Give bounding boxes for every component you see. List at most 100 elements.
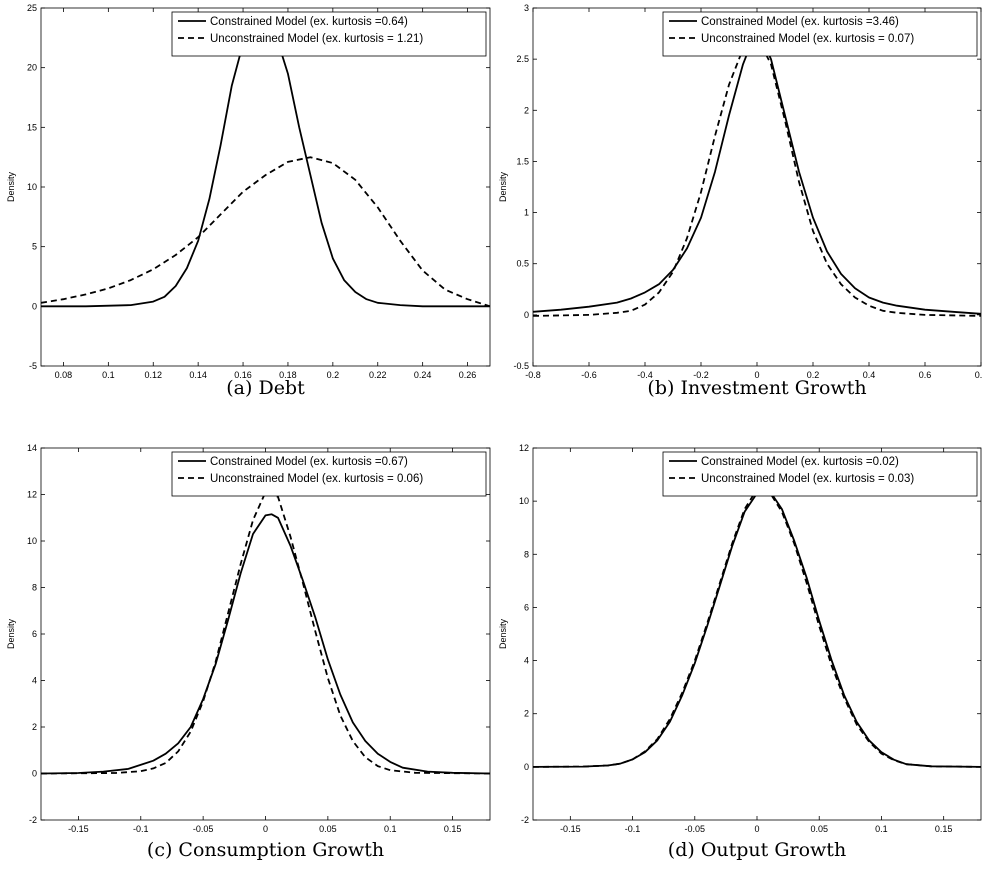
x-tick-label: -0.05 xyxy=(685,824,706,834)
x-tick-label: -0.6 xyxy=(581,370,597,380)
legend-entry-label: Unconstrained Model (ex. kurtosis = 0.06… xyxy=(210,473,423,485)
panel-b: -0.8 -0.6 -0.4 -0.2 0 0.2 0.4 0.6 0.8 -0.5 0 0.5 1 1.… xyxy=(498,3,982,399)
panel-caption: (d) Output Growth xyxy=(668,839,846,861)
legend-box xyxy=(662,451,978,497)
x-tick-label: 0.16 xyxy=(234,370,252,380)
x-tick-label: 0.2 xyxy=(327,370,340,380)
legend-box xyxy=(662,11,978,57)
y-tick-label: 10 xyxy=(27,536,37,546)
x-tick-label: -0.15 xyxy=(560,824,581,834)
constrained-series-line xyxy=(533,489,981,768)
y-tick-label: 3 xyxy=(524,3,529,13)
y-tick-label: 14 xyxy=(27,443,37,453)
x-tick-label: 0.05 xyxy=(810,824,828,834)
y-tick-label: 10 xyxy=(27,182,37,192)
y-tick-label: 2 xyxy=(524,709,529,719)
y-tick-label: 1.5 xyxy=(516,156,529,166)
y-tick-label: 0 xyxy=(32,769,37,779)
y-tick-label: 4 xyxy=(32,676,37,686)
y-tick-label: 12 xyxy=(519,443,529,453)
unconstrained-series-line xyxy=(41,491,490,775)
legend-box xyxy=(171,451,487,497)
panel-a: 0.08 0.1 0.12 0.14 0.16 0.18 0.2 0.22 0.24 0.26 -5… xyxy=(6,3,491,399)
y-axis-label: Density xyxy=(6,171,16,202)
x-tick-label: -0.2 xyxy=(693,370,709,380)
legend-entry-label: Unconstrained Model (ex. kurtosis = 1.21… xyxy=(210,33,423,45)
legend-entry-label: Constrained Model (ex. kurtosis =3.46) xyxy=(701,16,899,28)
unconstrained-series-line xyxy=(41,156,490,308)
y-tick-label: 15 xyxy=(27,122,37,132)
x-tick-label: 0.15 xyxy=(935,824,953,834)
x-tick-label: -0.1 xyxy=(625,824,641,834)
y-tick-label: 4 xyxy=(524,656,529,666)
y-tick-label: 0 xyxy=(524,310,529,320)
legend-entry-label: Unconstrained Model (ex. kurtosis = 0.03… xyxy=(701,473,914,485)
y-tick-label: 0 xyxy=(524,762,529,772)
y-tick-label: 8 xyxy=(524,549,529,559)
y-axis-label: Density xyxy=(498,618,508,649)
constrained-series-line xyxy=(41,513,490,775)
y-tick-label: 2 xyxy=(32,722,37,732)
x-tick-label: 0.2 xyxy=(807,370,820,380)
panel-caption: (b) Investment Growth xyxy=(647,377,866,399)
x-tick-label: -0.4 xyxy=(637,370,653,380)
y-tick-label: 6 xyxy=(524,602,529,612)
panel-d: -0.15 -0.1 -0.05 0 0.05 0.1 0.15 -2 0 2 4 6 8 10 12 Den… xyxy=(498,443,982,861)
axes-frame xyxy=(40,447,491,821)
legend: Constrained Model (ex. kurtosis =3.46) Un… xyxy=(662,11,978,57)
axes-frame xyxy=(532,7,982,367)
x-tick-label: 0.1 xyxy=(875,824,888,834)
x-tick-label: 0.22 xyxy=(369,370,387,380)
y-tick-label: -5 xyxy=(29,361,37,371)
legend: Constrained Model (ex. kurtosis =0.64) Un… xyxy=(171,11,487,57)
legend-entry-label: Constrained Model (ex. kurtosis =0.67) xyxy=(210,456,408,468)
x-tick-label: 0.26 xyxy=(459,370,477,380)
x-tick-label: 0 xyxy=(263,824,268,834)
x-tick-label: 0.05 xyxy=(319,824,337,834)
y-tick-label: 8 xyxy=(32,583,37,593)
y-tick-label: 2.5 xyxy=(516,54,529,64)
constrained-series-line xyxy=(41,13,490,308)
x-tick-label: 0.12 xyxy=(144,370,162,380)
y-tick-label: 5 xyxy=(32,242,37,252)
y-tick-label: 10 xyxy=(519,496,529,506)
y-tick-label: 12 xyxy=(27,490,37,500)
x-tick-label: 0.8 xyxy=(975,370,982,380)
y-axis-label: Density xyxy=(498,171,508,202)
legend: Constrained Model (ex. kurtosis =0.67) Un… xyxy=(171,451,487,497)
x-tick-label: 0 xyxy=(754,370,759,380)
panel-caption: (c) Consumption Growth xyxy=(147,839,384,861)
y-tick-label: 0 xyxy=(32,301,37,311)
y-tick-label: -2 xyxy=(521,815,529,825)
legend: Constrained Model (ex. kurtosis =0.02) Un… xyxy=(662,451,978,497)
y-tick-label: 25 xyxy=(27,3,37,13)
x-tick-label: 0.4 xyxy=(863,370,876,380)
x-tick-label: 0.08 xyxy=(55,370,73,380)
y-tick-label: 1 xyxy=(524,208,529,218)
y-tick-label: 0.5 xyxy=(516,259,529,269)
constrained-series-line xyxy=(533,27,981,315)
x-tick-label: 0 xyxy=(754,824,759,834)
x-tick-label: 0.1 xyxy=(102,370,115,380)
x-tick-label: -0.8 xyxy=(525,370,541,380)
y-axis-label: Density xyxy=(6,618,16,649)
panel-c: -0.15 -0.1 -0.05 0 0.05 0.1 0.15 -2 0 2 4 6 8 10 12 14 D… xyxy=(6,443,491,861)
y-tick-label: 6 xyxy=(32,629,37,639)
x-tick-label: -0.1 xyxy=(133,824,149,834)
y-tick-label: 20 xyxy=(27,63,37,73)
unconstrained-series-line xyxy=(533,488,981,768)
x-tick-label: 0.18 xyxy=(279,370,297,380)
x-tick-label: -0.05 xyxy=(193,824,214,834)
y-tick-label: 2 xyxy=(524,105,529,115)
x-tick-label: 0.14 xyxy=(189,370,207,380)
unconstrained-series-line xyxy=(533,35,981,317)
legend-entry-label: Constrained Model (ex. kurtosis =0.64) xyxy=(210,16,408,28)
x-tick-label: 0.15 xyxy=(444,824,462,834)
y-tick-label: -2 xyxy=(29,815,37,825)
x-tick-label: 0.24 xyxy=(414,370,432,380)
legend-entry-label: Constrained Model (ex. kurtosis =0.02) xyxy=(701,456,899,468)
panel-caption: (a) Debt xyxy=(226,377,305,399)
legend-box xyxy=(171,11,487,57)
x-tick-label: -0.15 xyxy=(68,824,89,834)
